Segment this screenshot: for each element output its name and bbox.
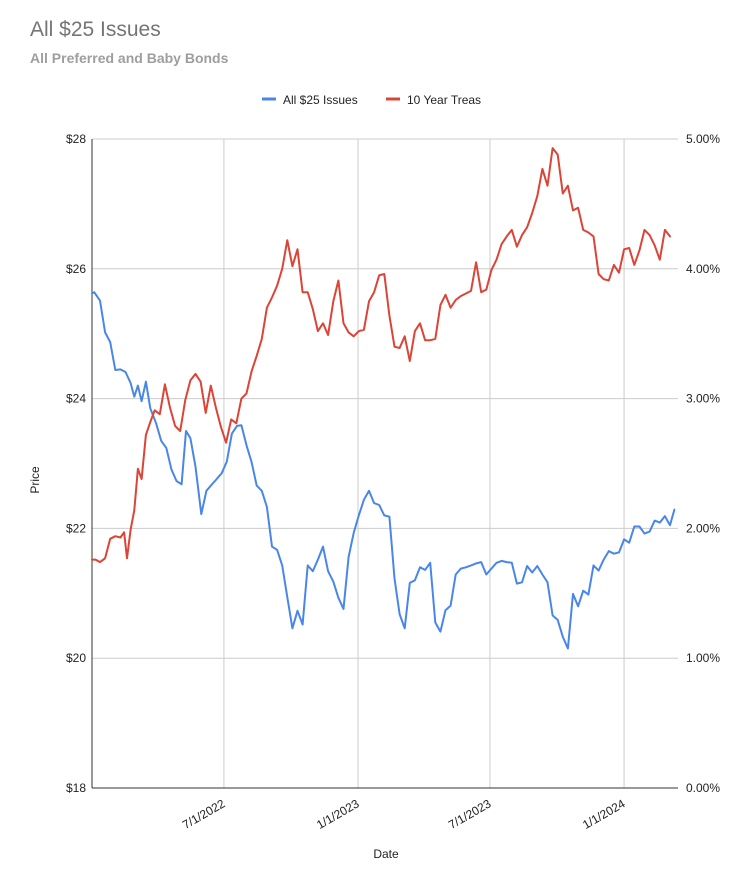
y-left-tick-label: $22 [66, 521, 86, 535]
y-right-tick-label: 4.00% [686, 262, 720, 276]
y-axis-title: Price [28, 466, 42, 494]
x-tick-label: 7/1/2022 [180, 796, 228, 832]
x-tick-label: 1/1/2024 [580, 796, 628, 832]
gridlines [92, 138, 678, 788]
series-lines [91, 147, 676, 650]
y-right-tick-label: 3.00% [686, 392, 720, 406]
x-axis-title: Date [373, 847, 399, 861]
y-left-tick-label: $20 [66, 651, 86, 665]
y-left-tick-label: $24 [66, 392, 86, 406]
legend: All $25 Issues 10 Year Treas [262, 93, 481, 107]
y-right-tick-label: 5.00% [686, 132, 720, 146]
y-left-tick-label: $18 [66, 781, 86, 795]
series-line-all-25-issues [91, 291, 676, 650]
y-left-tick-label: $28 [66, 132, 86, 146]
series-line-10-year-treas [91, 147, 671, 564]
legend-label-10-year-treas: 10 Year Treas [407, 93, 481, 107]
x-tick-label: 7/1/2023 [446, 796, 494, 832]
axes: $18 0.00% $20 1.00% $22 2.00% $24 3.00% $26 4.00%… [66, 132, 720, 832]
y-right-tick-label: 0.00% [686, 781, 720, 795]
legend-label-all-25-issues: All $25 Issues [283, 93, 358, 107]
y-right-tick-label: 1.00% [686, 651, 720, 665]
chart-subtitle: All Preferred and Baby Bonds [30, 50, 229, 66]
chart-title: All $25 Issues [30, 18, 161, 41]
y-left-tick-label: $26 [66, 262, 86, 276]
y-right-tick-label: 2.00% [686, 521, 720, 535]
x-tick-label: 1/1/2023 [314, 796, 362, 832]
